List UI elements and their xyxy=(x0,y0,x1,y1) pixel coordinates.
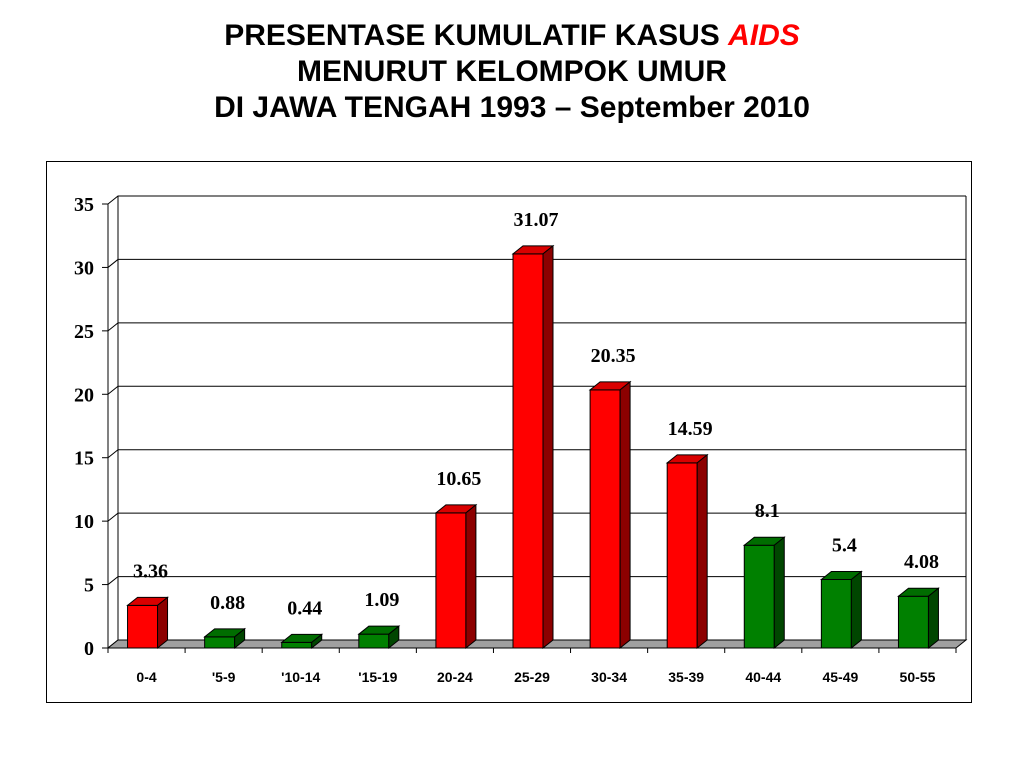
y-tick-label: 5 xyxy=(84,575,94,597)
title-line-1: PRESENTASE KUMULATIF KASUS AIDS xyxy=(0,18,1024,54)
bar-20-24 xyxy=(434,503,478,650)
bar-25-29 xyxy=(511,244,555,650)
bar-side xyxy=(465,503,477,650)
x-tick-label: '10-14 xyxy=(281,669,320,685)
bar-front xyxy=(435,512,467,649)
data-label: 0.44 xyxy=(287,597,322,619)
y-tick-label: 15 xyxy=(74,448,94,470)
bar-15-19 xyxy=(357,625,401,650)
x-tick-label: '5-9 xyxy=(212,669,236,685)
x-tick-label: 45-49 xyxy=(822,669,858,685)
bar-front xyxy=(358,633,390,649)
chart-title: PRESENTASE KUMULATIF KASUS AIDS MENURUT … xyxy=(0,18,1024,126)
bar-side xyxy=(927,587,939,650)
x-tick-label: '15-19 xyxy=(358,669,397,685)
bar-30-34 xyxy=(588,380,632,650)
bar-front xyxy=(589,389,621,649)
bar-0-4 xyxy=(126,596,169,650)
y-tick-label: 30 xyxy=(74,257,94,279)
bar-side xyxy=(311,633,323,650)
bar-side xyxy=(773,536,785,650)
x-tick-label: 40-44 xyxy=(745,669,781,685)
data-label: 0.88 xyxy=(210,592,245,614)
bar-side xyxy=(234,627,246,650)
title-line-2: MENURUT KELOMPOK UMUR xyxy=(297,55,727,88)
bar-side xyxy=(388,625,400,650)
title-line-3: DI JAWA TENGAH 1993 – September 2010 xyxy=(214,91,810,124)
data-label: 3.36 xyxy=(133,560,168,582)
y-tick-label: 0 xyxy=(84,638,94,660)
data-label: 14.59 xyxy=(668,418,713,440)
title-accent-aids: AIDS xyxy=(728,19,800,52)
y-tick-label: 10 xyxy=(74,511,94,533)
bar-side xyxy=(157,596,169,650)
x-tick-label: 35-39 xyxy=(668,669,704,685)
bar-5-9 xyxy=(203,627,247,650)
bar-front xyxy=(281,641,313,649)
axis-layer: 0 5 10 15 20 25 30 35 xyxy=(74,194,957,660)
y-tick-label: 25 xyxy=(74,321,94,343)
bar-layer xyxy=(126,244,940,650)
bar-front xyxy=(743,544,775,649)
bar-50-55 xyxy=(897,587,940,650)
y-tick-label: 35 xyxy=(74,194,94,216)
bar-10-14 xyxy=(280,633,324,650)
x-tick-label: 20-24 xyxy=(437,669,473,685)
bar-side xyxy=(850,570,862,650)
bar-35-39 xyxy=(665,453,709,650)
data-label: 5.4 xyxy=(832,534,857,556)
data-label: 8.1 xyxy=(755,500,780,522)
bar-side xyxy=(542,244,554,650)
bar-front xyxy=(512,253,544,649)
data-label: 10.65 xyxy=(436,468,481,490)
label-layer: 0-4 3.36 '5-9 0.88 '10-14 0.44 '15-19 1.09 20-24… xyxy=(133,209,939,685)
title-line-1-prefix: PRESENTASE KUMULATIF KASUS xyxy=(224,19,720,52)
bar-side xyxy=(696,453,708,650)
data-label: 4.08 xyxy=(904,551,939,573)
bar-side xyxy=(619,380,631,650)
bar-front xyxy=(820,578,852,649)
bar-front xyxy=(127,604,159,649)
y-tick-label: 20 xyxy=(74,384,94,406)
bar-40-44 xyxy=(742,536,786,650)
data-label: 20.35 xyxy=(591,345,636,367)
bar-front xyxy=(666,462,698,649)
bar-front xyxy=(204,636,236,649)
data-label: 1.09 xyxy=(364,589,399,611)
bar-front xyxy=(897,595,929,649)
x-tick-label: 30-34 xyxy=(591,669,627,685)
bar-45-49 xyxy=(819,570,863,650)
x-tick-label: 50-55 xyxy=(900,669,936,685)
x-tick-label: 0-4 xyxy=(136,669,156,685)
x-tick-label: 25-29 xyxy=(514,669,550,685)
data-label: 31.07 xyxy=(514,209,559,231)
